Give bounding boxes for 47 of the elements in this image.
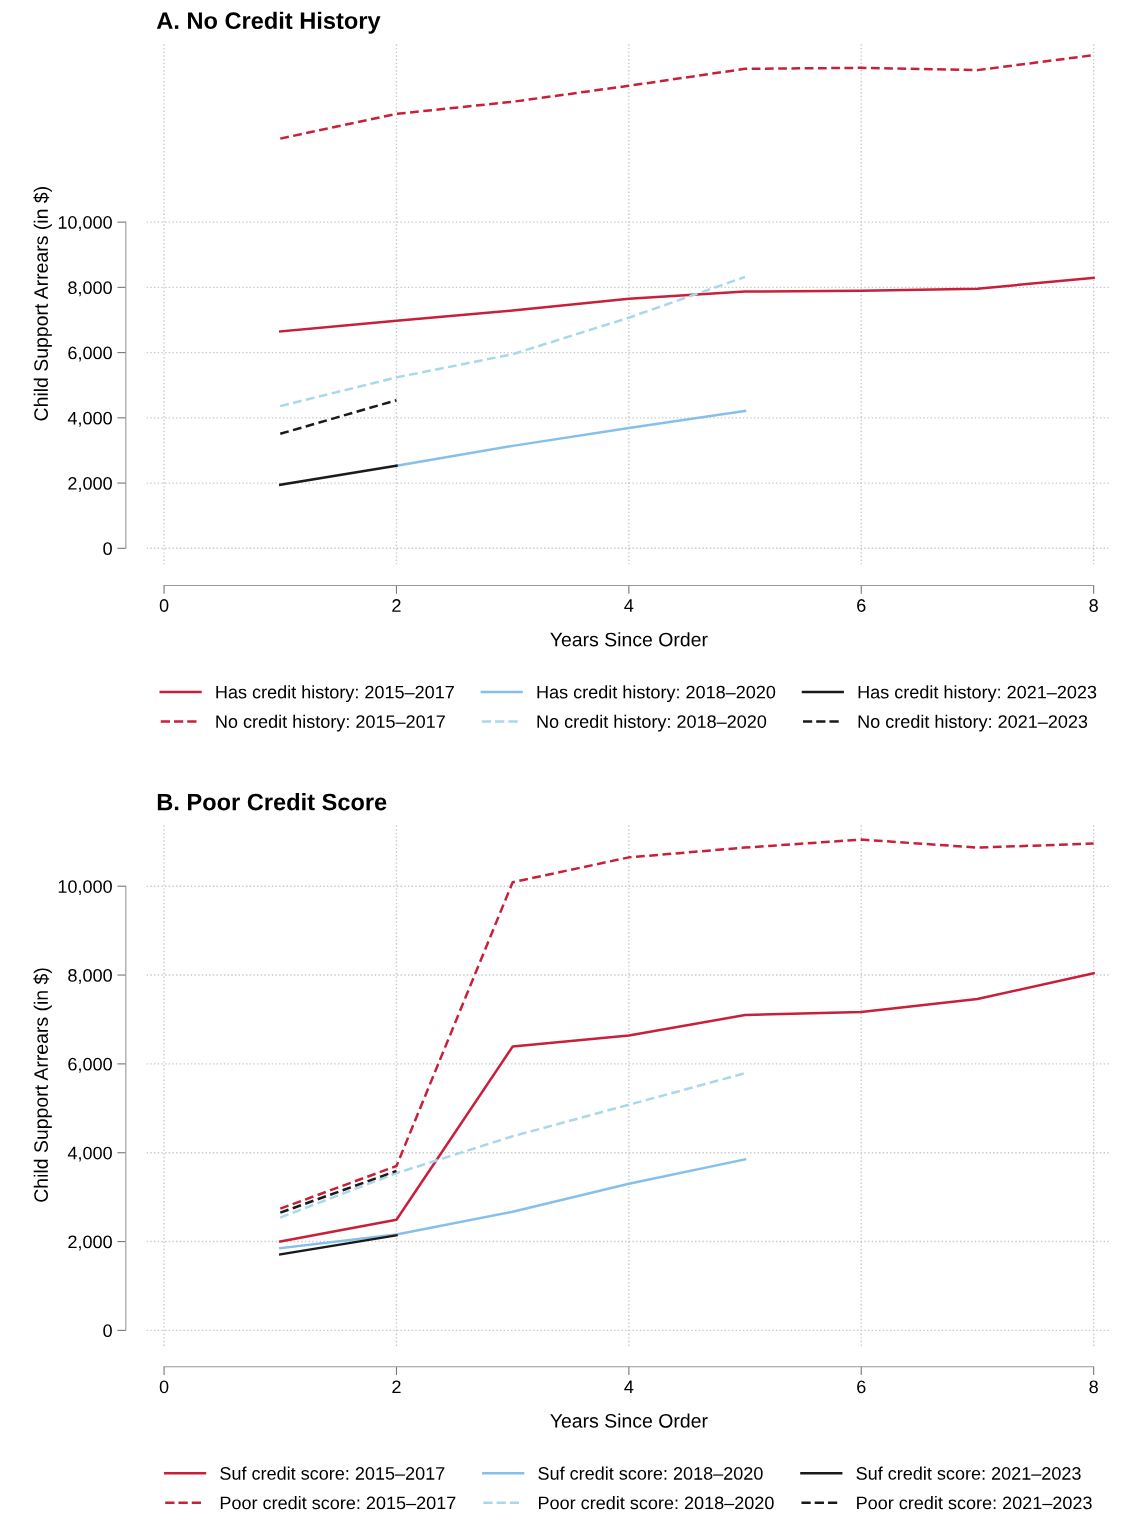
y-tick-label: 8,000	[68, 281, 112, 297]
line-series	[279, 276, 1095, 333]
chart-title: A. No Credit History	[156, 11, 381, 34]
legend-label: Poor credit score: 2021–2023	[857, 1496, 1092, 1510]
line-series	[279, 838, 1095, 1210]
legend-label: No credit history: 2015–2017	[216, 714, 445, 732]
legend-label: Has credit history: 2021–2023	[858, 685, 1097, 703]
y-tick-label: 6,000	[68, 346, 112, 362]
y-tick-label: 8,000	[68, 968, 112, 984]
x-tick-label: 4	[624, 1380, 634, 1394]
legend-label: Has credit history: 2018–2020	[537, 685, 776, 703]
x-axis-title: Years Since Order	[550, 1413, 708, 1428]
y-tick-label: 10,000	[58, 880, 112, 896]
legend-label: Suf credit score: 2015–2017	[220, 1466, 445, 1480]
legend-label: Poor credit score: 2018–2020	[538, 1496, 774, 1510]
line-series	[279, 275, 747, 408]
line-series	[395, 409, 747, 468]
x-tick-label: 8	[1089, 599, 1098, 612]
x-tick-label: 8	[1089, 1380, 1098, 1394]
y-axis-title: Child Support Arrears (in $)	[33, 187, 52, 421]
y-tick-label: 6,000	[68, 1057, 112, 1073]
x-tick-label: 2	[392, 599, 401, 612]
legend-label: No credit history: 2018–2020	[537, 714, 767, 732]
y-tick-label: 0	[103, 1324, 112, 1338]
line-series	[279, 1071, 747, 1219]
legend-label: Suf credit score: 2021–2023	[856, 1466, 1081, 1480]
chart-title: B. Poor Credit Score	[157, 793, 387, 811]
line-series	[279, 1158, 747, 1250]
x-tick-label: 6	[857, 1380, 866, 1394]
x-tick-label: 4	[624, 599, 634, 612]
legend-label: Has credit history: 2015–2017	[216, 685, 454, 703]
x-tick-label: 0	[159, 1380, 169, 1394]
legend-label: No credit history: 2021–2023	[858, 714, 1088, 732]
y-tick-label: 4,000	[67, 411, 112, 427]
x-tick-label: 6	[857, 599, 866, 612]
y-tick-label: 4,000	[67, 1146, 112, 1162]
line-series	[279, 972, 1095, 1243]
legend-label: Suf credit score: 2018–2020	[538, 1466, 763, 1480]
y-tick-label: 2,000	[68, 1235, 112, 1251]
legend-label: Poor credit score: 2015–2017	[220, 1496, 456, 1510]
x-tick-label: 0	[159, 599, 169, 612]
x-axis-title: Years Since Order	[550, 632, 708, 647]
y-tick-label: 10,000	[58, 216, 112, 231]
y-tick-label: 0	[103, 542, 112, 556]
y-axis-title: Child Support Arrears (in $)	[33, 968, 52, 1202]
x-tick-label: 2	[392, 1380, 401, 1394]
y-tick-label: 2,000	[68, 477, 112, 492]
